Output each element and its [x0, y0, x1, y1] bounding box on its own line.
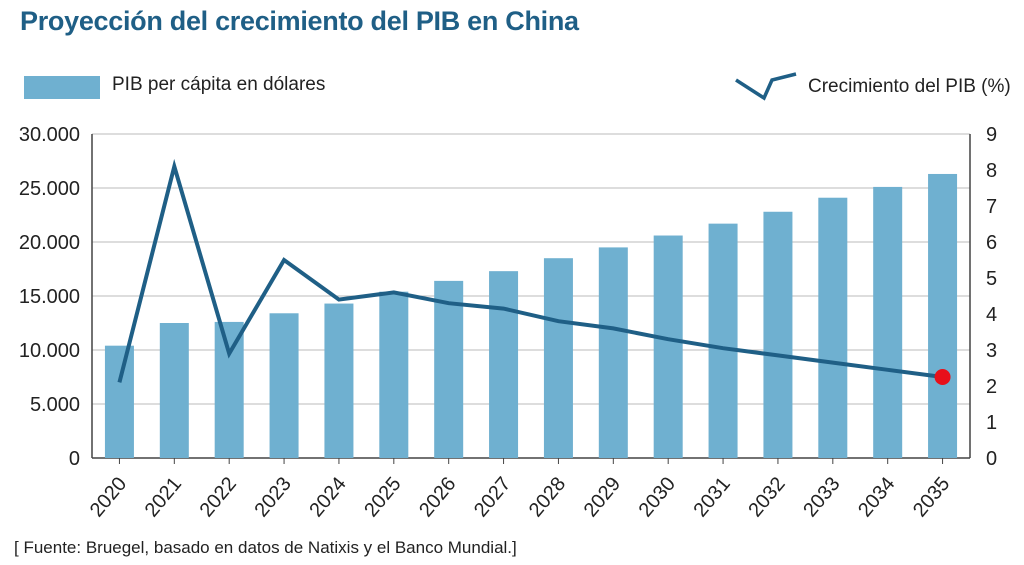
y-left-tick-label: 10.000	[19, 340, 80, 362]
y-left-tick-label: 25.000	[19, 178, 80, 200]
bar-2032	[763, 211, 793, 458]
x-tick-label: 2027	[470, 473, 515, 521]
bar-2033	[818, 197, 848, 458]
y-left-tick-label: 30.000	[19, 124, 80, 146]
bar-2028	[543, 258, 573, 458]
bar-2020	[104, 345, 134, 458]
x-tick-label: 2023	[250, 473, 295, 521]
bar-2027	[489, 271, 519, 458]
bar-2023	[269, 313, 299, 458]
y-left-tick-label: 20.000	[19, 232, 80, 254]
x-tick-label: 2031	[689, 473, 734, 521]
bar-2029	[598, 247, 628, 458]
legend-bar-swatch	[24, 76, 100, 99]
x-tick-label: 2025	[360, 473, 405, 521]
y-right-tick-label: 5	[986, 268, 997, 290]
x-tick-label: 2024	[305, 473, 350, 521]
bar-2031	[708, 223, 738, 458]
y-left-tick-label: 5.000	[30, 394, 80, 416]
bar-2035	[928, 173, 958, 458]
x-tick-label: 2034	[854, 473, 899, 521]
y-right-tick-label: 3	[986, 340, 997, 362]
x-tick-label: 2026	[415, 473, 460, 521]
bar-2034	[873, 186, 903, 459]
y-right-tick-label: 8	[986, 160, 997, 182]
y-left-tick-label: 0	[69, 448, 80, 470]
legend-line-label: Crecimiento del PIB (%)	[808, 76, 1011, 97]
x-tick-label: 2030	[635, 473, 680, 521]
y-right-tick-label: 7	[986, 196, 997, 218]
y-right-tick-label: 2	[986, 376, 997, 398]
x-tick-label: 2020	[86, 473, 131, 521]
y-left-tick-label: 15.000	[19, 286, 80, 308]
x-tick-label: 2032	[744, 473, 789, 521]
x-tick-label: 2028	[525, 473, 570, 521]
y-right-tick-label: 1	[986, 412, 997, 434]
x-tick-label: 2029	[580, 473, 625, 521]
bar-2030	[653, 235, 683, 458]
legend-line-swatch	[735, 72, 797, 101]
bar-2026	[434, 280, 464, 458]
bar-2025	[379, 291, 409, 458]
x-tick-label: 2021	[141, 473, 186, 521]
x-tick-label: 2022	[196, 473, 241, 521]
x-tick-label: 2033	[799, 473, 844, 521]
y-right-tick-label: 9	[986, 124, 997, 146]
legend-bar-label: PIB per cápita en dólares	[112, 74, 326, 95]
source-note: [ Fuente: Bruegel, basado en datos de Na…	[14, 538, 517, 557]
y-right-tick-label: 0	[986, 448, 997, 470]
bar-2022	[214, 321, 244, 458]
highlight-point-2035	[934, 369, 951, 385]
bar-2021	[159, 323, 189, 458]
x-tick-label: 2035	[909, 473, 954, 521]
bar-2024	[324, 303, 354, 458]
growth-line	[117, 158, 943, 383]
y-right-tick-label: 4	[986, 304, 997, 326]
chart-title: Proyección del crecimiento del PIB en Ch…	[20, 6, 579, 36]
y-right-tick-label: 6	[986, 232, 997, 254]
